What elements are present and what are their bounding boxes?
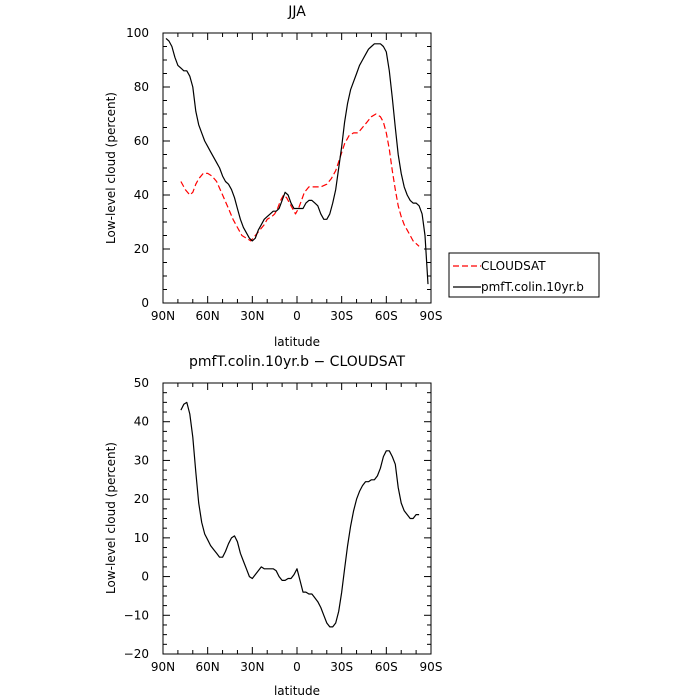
y-tick-label: 50 (134, 376, 149, 390)
bottom-chart-panel: pmfT.colin.10yr.b − CLOUDSAT 90N 60N 30N 0 3… (104, 354, 442, 698)
bottom-chart-x-tick-labels: 90N 60N 30N 0 30S 60S 90S (151, 660, 443, 674)
difference-series-line (180, 401, 420, 628)
top-chart-x-tick-labels: 90N 60N 30N 0 30S 60S 90S (151, 309, 443, 323)
y-tick-label: 0 (141, 570, 149, 584)
bottom-chart-y-tick-labels: −20 −10 0 10 20 30 40 50 (124, 376, 149, 661)
legend-label-cloudsat: CLOUDSAT (481, 259, 546, 273)
y-tick-label: −10 (124, 608, 149, 622)
x-tick-label: 90S (420, 660, 443, 674)
top-chart-frame (162, 32, 432, 304)
y-tick-label: 30 (134, 453, 149, 467)
top-chart-title: JJA (287, 4, 306, 20)
x-tick-label: 90N (151, 309, 175, 323)
top-chart-ticks (162, 32, 432, 304)
y-tick-label: 20 (134, 492, 149, 506)
top-chart-series (165, 37, 429, 285)
y-tick-label: 40 (134, 188, 149, 202)
bottom-chart-title: pmfT.colin.10yr.b − CLOUDSAT (189, 354, 405, 370)
series-line-pmft-colin-10yr-b (165, 37, 429, 285)
bottom-chart-series (180, 401, 420, 628)
bottom-chart-x-axis-label: latitude (274, 684, 320, 698)
x-tick-label: 60S (375, 309, 398, 323)
x-tick-label: 60N (196, 660, 220, 674)
bottom-chart-y-axis-label: Low-level cloud (percent) (104, 442, 118, 594)
x-tick-label: 30S (330, 660, 353, 674)
series-line-cloudsat (180, 113, 420, 247)
x-tick-label: 90S (420, 309, 443, 323)
top-chart-panel: JJA 90N 60N 30N 0 30S 60S 90S 0 20 40 60 80 100 lat… (104, 4, 600, 349)
legend-box (448, 252, 600, 298)
top-chart-y-tick-labels: 0 20 40 60 80 100 (126, 26, 149, 310)
y-tick-label: 40 (134, 415, 149, 429)
bottom-chart-frame (162, 382, 432, 655)
x-tick-label: 30N (240, 309, 264, 323)
x-tick-label: 60S (375, 660, 398, 674)
top-chart-legend: CLOUDSAT pmfT.colin.10yr.b (448, 252, 600, 298)
y-tick-label: 100 (126, 26, 149, 40)
top-chart-y-axis-label: Low-level cloud (percent) (104, 92, 118, 244)
bottom-chart-ticks (162, 382, 432, 655)
x-tick-label: 0 (293, 660, 301, 674)
y-tick-label: 20 (134, 242, 149, 256)
y-tick-label: −20 (124, 647, 149, 661)
y-tick-label: 80 (134, 80, 149, 94)
x-tick-label: 60N (196, 309, 220, 323)
x-tick-label: 90N (151, 660, 175, 674)
x-tick-label: 0 (293, 309, 301, 323)
legend-label-model: pmfT.colin.10yr.b (481, 280, 584, 294)
x-tick-label: 30S (330, 309, 353, 323)
top-chart-x-axis-label: latitude (274, 335, 320, 349)
y-tick-label: 0 (141, 296, 149, 310)
y-tick-label: 10 (134, 531, 149, 545)
y-tick-label: 60 (134, 134, 149, 148)
x-tick-label: 30N (240, 660, 264, 674)
